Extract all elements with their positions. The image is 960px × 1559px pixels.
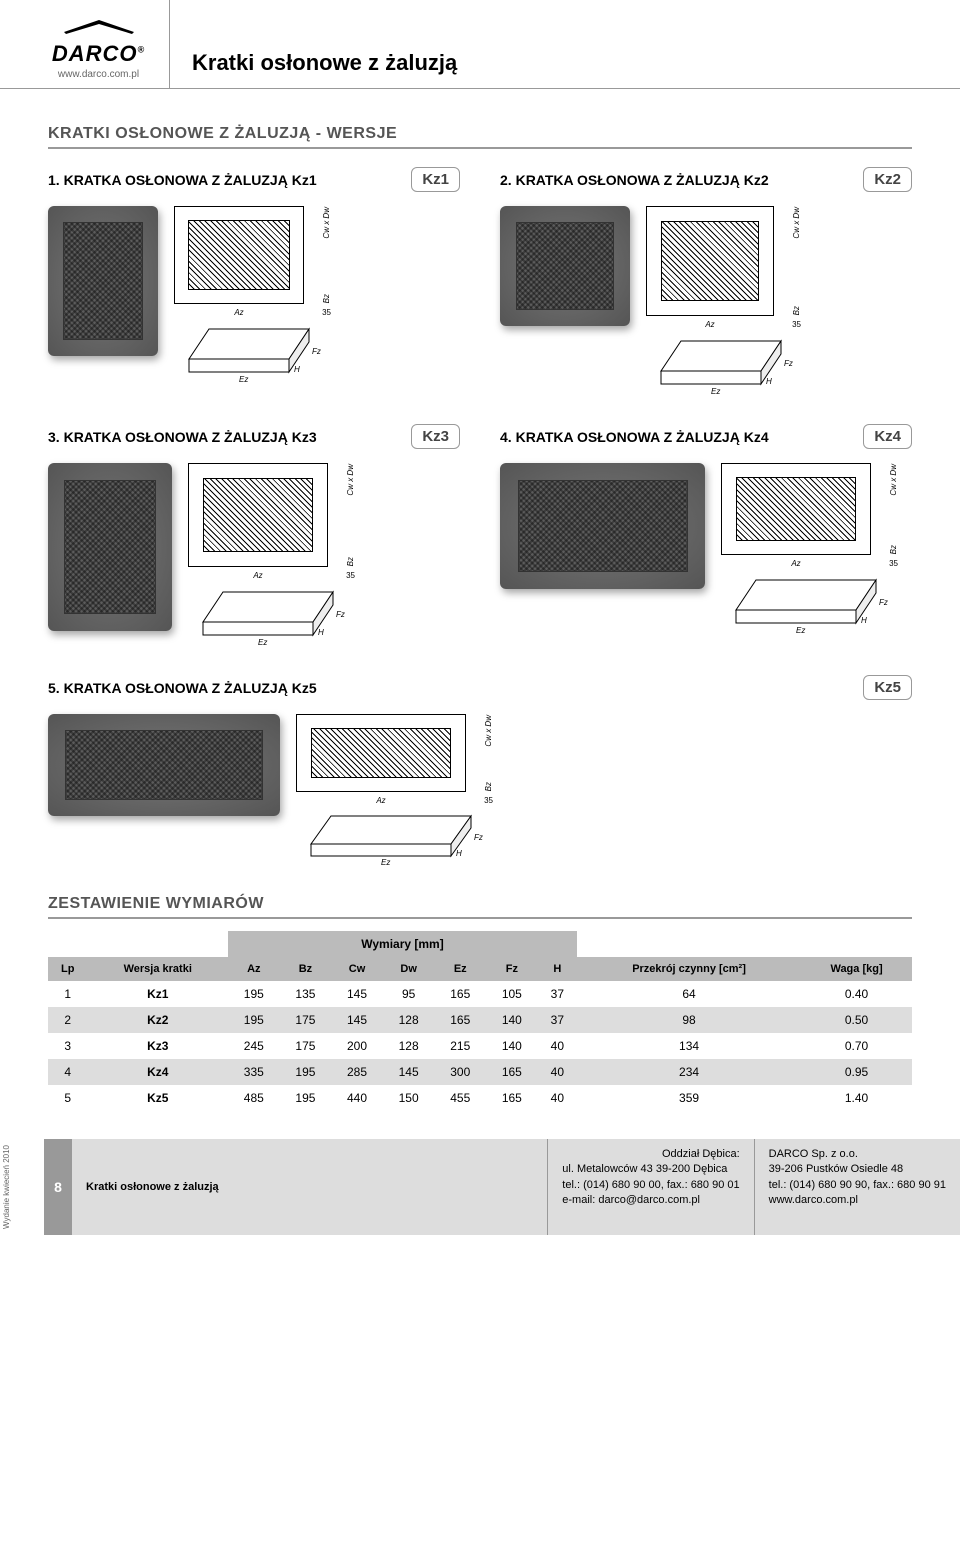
svg-text:Fz: Fz [312, 347, 321, 356]
grate-render-kz2 [500, 206, 630, 326]
tech-tray-kz5: Ez Fz H [296, 802, 486, 867]
variant-title: 1. KRATKA OSŁONOWA Z ŻALUZJĄ Kz1 [48, 172, 317, 188]
variant-badge: Kz2 [863, 167, 912, 192]
footer-address-1: Oddział Dębica: ul. Metalowców 43 39-200… [548, 1139, 754, 1235]
svg-text:Ez: Ez [239, 375, 248, 384]
svg-text:H: H [294, 365, 300, 374]
variant-title: 2. KRATKA OSŁONOWA Z ŻALUZJĄ Kz2 [500, 172, 769, 188]
footer-title: Kratki osłonowe z żaluzją [72, 1139, 548, 1235]
top-bar: DARCO® www.darco.com.pl Kratki osłonowe … [0, 0, 960, 89]
variant-badge: Kz1 [411, 167, 460, 192]
tech-tray-kz3: Ez Fz H [188, 577, 348, 647]
svg-text:Ez: Ez [381, 858, 390, 867]
svg-text:Fz: Fz [336, 610, 345, 619]
table-wymiary-header: Wymiary [mm] [228, 931, 577, 957]
table-row: 2Kz219517514512816514037980.50 [48, 1007, 912, 1033]
svg-text:Fz: Fz [474, 833, 483, 842]
tech-front-kz2: Cw x DwBz Az 35 [646, 206, 774, 316]
table-row: 3Kz3245175200128215140401340.70 [48, 1033, 912, 1059]
tech-front-kz4: Cw x DwBz Az 35 [721, 463, 871, 555]
tech-front-kz1: Cw x DwBz Az 35 [174, 206, 304, 304]
grate-render-kz3 [48, 463, 172, 631]
logo-url: www.darco.com.pl [38, 69, 159, 80]
table-row: 5Kz5485195440150455165403591.40 [48, 1085, 912, 1111]
footer-edition: Wydanie kwiecień 2010 [0, 1139, 44, 1235]
table-heading: ZESTAWIENIE WYMIARÓW [48, 895, 912, 919]
footer: Wydanie kwiecień 2010 8 Kratki osłonowe … [0, 1139, 960, 1235]
svg-text:Ez: Ez [711, 387, 720, 396]
tech-tray-kz4: Ez Fz H [721, 565, 891, 635]
table-row: 1Kz11951351459516510537640.40 [48, 981, 912, 1007]
svg-text:Fz: Fz [784, 359, 793, 368]
section-heading: KRATKI OSŁONOWE Z ŻALUZJĄ - WERSJE [48, 125, 912, 149]
footer-address-2: DARCO Sp. z o.o. 39-206 Pustków Osiedle … [755, 1139, 960, 1235]
grate-render-kz5 [48, 714, 280, 816]
variant-badge: Kz3 [411, 424, 460, 449]
page-title: Kratki osłonowe z żaluzją [170, 50, 457, 88]
variant-title: 5. KRATKA OSŁONOWA Z ŻALUZJĄ Kz5 [48, 680, 317, 696]
variant-badge: Kz5 [863, 675, 912, 700]
logo-text: DARCO® [38, 41, 159, 67]
svg-text:H: H [318, 628, 324, 637]
tech-tray-kz1: Ez Fz H [174, 314, 324, 384]
tech-tray-kz2: Ez Fz H [646, 326, 796, 396]
svg-text:H: H [861, 616, 867, 625]
svg-text:Fz: Fz [879, 598, 888, 607]
table-row: 4Kz4335195285145300165402340.95 [48, 1059, 912, 1085]
variant-title: 3. KRATKA OSŁONOWA Z ŻALUZJĄ Kz3 [48, 429, 317, 445]
logo-roof-icon [54, 18, 144, 36]
svg-text:H: H [766, 377, 772, 386]
svg-text:Ez: Ez [796, 626, 805, 635]
svg-text:H: H [456, 849, 462, 858]
dimensions-table: Wymiary [mm] Lp Wersja kratki Az Bz Cw D… [48, 931, 912, 1111]
grate-render-kz4 [500, 463, 705, 589]
table-header-row: Lp Wersja kratki Az Bz Cw Dw Ez Fz H Prz… [48, 957, 912, 981]
svg-text:Ez: Ez [258, 638, 267, 647]
footer-page-number: 8 [44, 1139, 72, 1235]
variant-title: 4. KRATKA OSŁONOWA Z ŻALUZJĄ Kz4 [500, 429, 769, 445]
grate-render-kz1 [48, 206, 158, 356]
variant-badge: Kz4 [863, 424, 912, 449]
tech-front-kz5: Cw x DwBz Az 35 [296, 714, 466, 792]
logo-box: DARCO® www.darco.com.pl [0, 0, 170, 88]
tech-front-kz3: Cw x DwBz Az 35 [188, 463, 328, 567]
